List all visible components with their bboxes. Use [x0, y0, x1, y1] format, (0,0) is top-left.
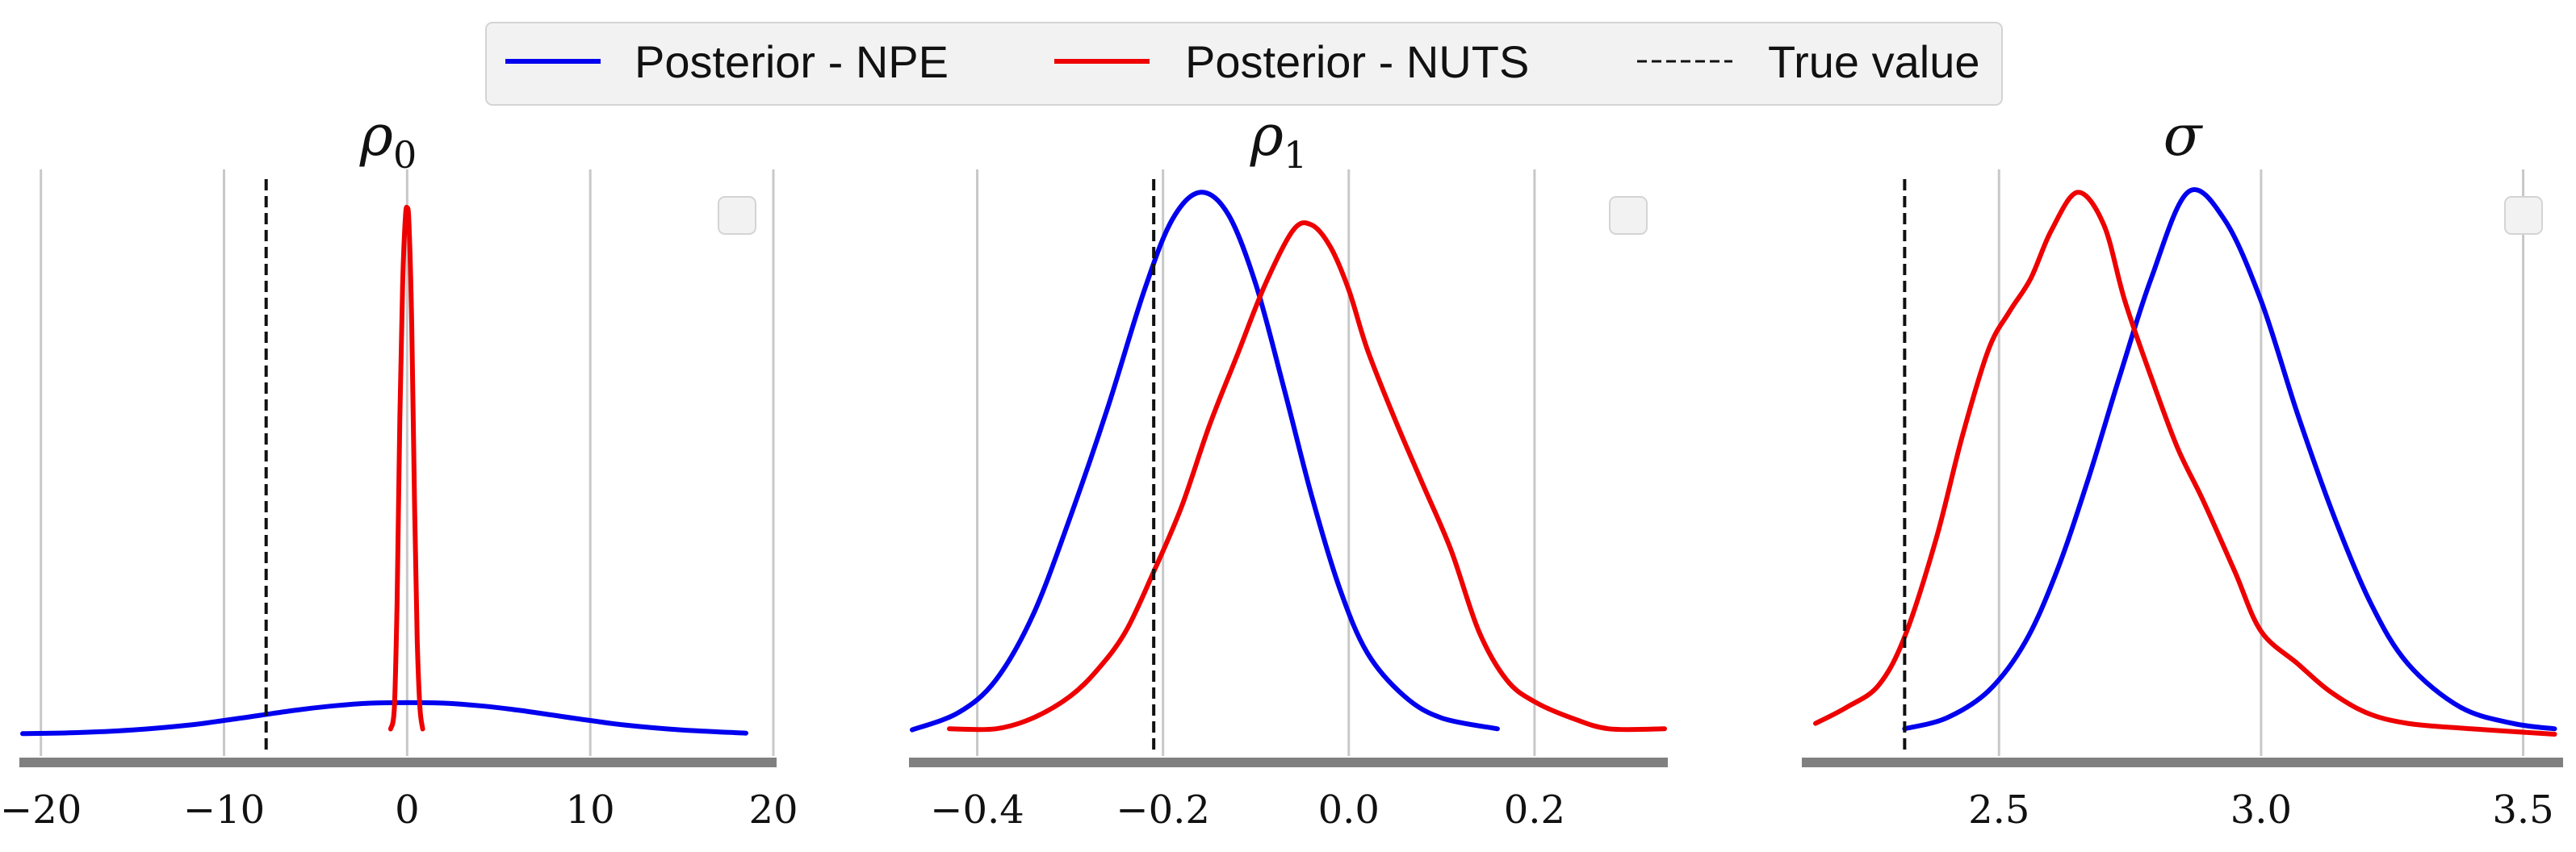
x-tick-label: 20 — [748, 787, 798, 833]
x-tick-label: −20 — [0, 787, 82, 833]
empty-legend-box — [718, 196, 756, 235]
panel-1: −20 −10 0 10 20 ρ0 — [0, 102, 798, 833]
npe-curve — [910, 190, 1500, 733]
nuts-curve — [387, 204, 425, 732]
nuts-curve — [947, 220, 1667, 733]
x-tick-label: 2.5 — [1968, 787, 2029, 833]
x-tick-label: −0.2 — [1116, 787, 1210, 833]
panel-title-subscript: 1 — [1284, 133, 1307, 177]
npe-curve — [20, 700, 748, 737]
panel-title-subscript: 0 — [393, 133, 417, 177]
legend-label-npe: Posterior - NPE — [635, 36, 949, 87]
x-tick-label: 3.5 — [2492, 787, 2553, 833]
panel-3: 2.5 3.0 3.5 σ — [1802, 102, 2563, 833]
legend-label-true: True value — [1768, 36, 1980, 87]
legend-box — [485, 22, 2003, 106]
empty-legend-box — [1609, 196, 1648, 235]
x-tick-label: −10 — [183, 787, 265, 833]
npe-curve — [1902, 187, 2557, 732]
x-tick-label: 3.0 — [2230, 787, 2292, 833]
panel-title: σ — [2163, 102, 2204, 169]
x-tick-label: 10 — [566, 787, 615, 833]
x-tick-label: 0.2 — [1504, 787, 1565, 833]
legend-label-nuts: Posterior - NUTS — [1185, 36, 1529, 87]
panel-2: −0.4 −0.2 0.0 0.2 ρ1 — [909, 102, 1668, 833]
x-tick-label: 0 — [395, 787, 420, 833]
x-tick-label: 0.0 — [1318, 787, 1380, 833]
panel-title: ρ1 — [1250, 102, 1307, 177]
nuts-curve — [1813, 190, 2557, 737]
empty-legend-box — [2504, 196, 2543, 235]
panel-title: ρ0 — [359, 102, 417, 177]
legend: Posterior - NPE Posterior - NUTS True va… — [485, 22, 2003, 106]
x-tick-label: −0.4 — [930, 787, 1024, 833]
